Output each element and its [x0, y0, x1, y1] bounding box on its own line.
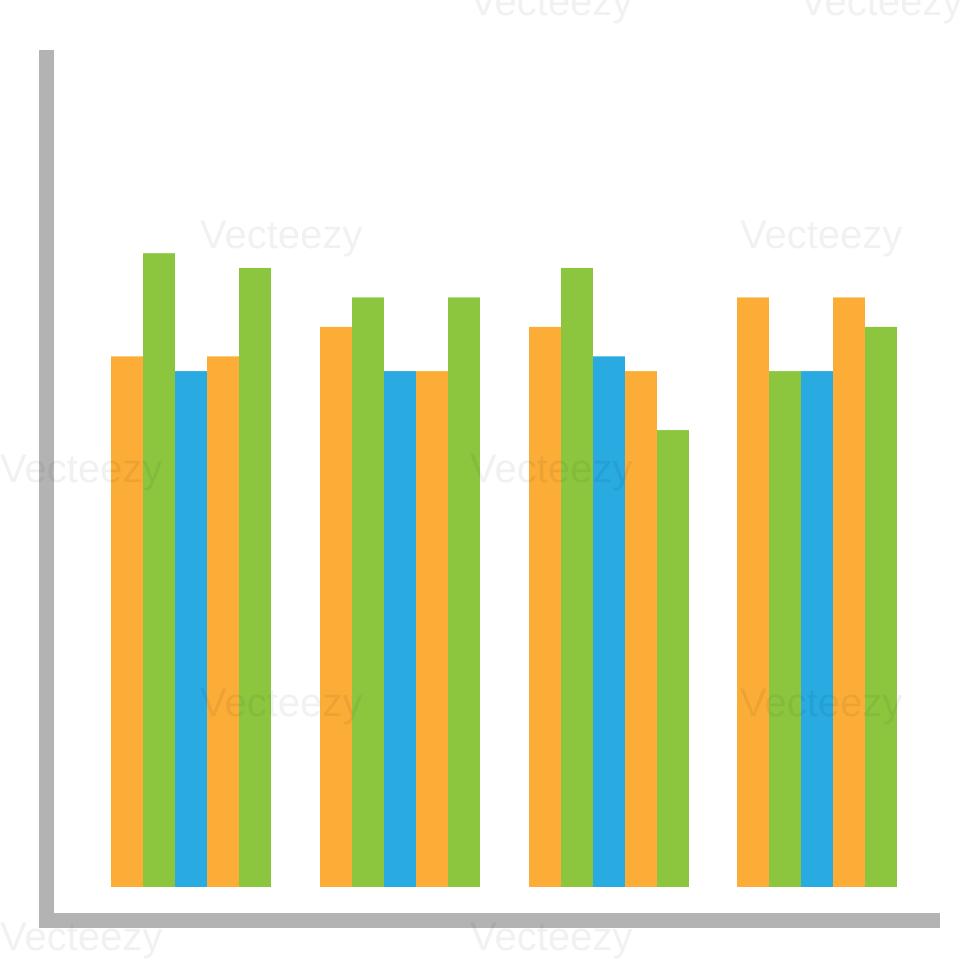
y-axis: [39, 50, 54, 928]
watermark-layer: Vecteezy Vecteezy Vecteezy Vecteezy Vecteezy…: [0, 0, 962, 959]
bar-g3-b1: [529, 326, 561, 887]
watermark-text: Vecteezy: [200, 213, 362, 257]
bar-g1-b1: [111, 356, 143, 887]
bar-g3-b5: [657, 430, 689, 887]
bar-g4-b5: [865, 326, 897, 887]
bar-g1-b3: [175, 371, 207, 888]
bar-g3-b3: [593, 356, 625, 887]
bar-g3-b4: [625, 371, 657, 888]
bar-group-1: [111, 253, 271, 888]
bar-g2-b1: [320, 326, 352, 887]
bar-g4-b2: [769, 371, 801, 888]
bar-group-2: [320, 297, 480, 888]
watermark-text: Vecteezy: [800, 0, 962, 24]
watermark-text: Vecteezy: [200, 681, 362, 725]
watermark-text: Vecteezy: [0, 447, 162, 491]
bars-layer: [111, 253, 897, 888]
watermark-text: Vecteezy: [470, 447, 632, 491]
bar-g3-b2: [561, 267, 593, 887]
bar-g4-b3: [801, 371, 833, 888]
watermark-text: Vecteezy: [740, 681, 902, 725]
bar-g2-b3: [384, 371, 416, 888]
bar-g1-b4: [207, 356, 239, 887]
bar-g1-b2: [143, 253, 175, 887]
bar-g2-b2: [352, 297, 384, 887]
x-axis: [39, 913, 940, 928]
bar-group-3: [529, 267, 689, 888]
watermark-text: Vecteezy: [740, 213, 902, 257]
bar-g1-b5: [239, 267, 271, 887]
watermark-text: Vecteezy: [0, 915, 162, 959]
watermark-text: Vecteezy: [470, 0, 632, 24]
bar-group-4: [737, 297, 897, 888]
bar-g2-b5: [448, 297, 480, 887]
bar-g2-b4: [416, 371, 448, 888]
bar-g4-b1: [737, 297, 769, 887]
bar-g4-b4: [833, 297, 865, 887]
watermark-text: Vecteezy: [470, 915, 632, 959]
